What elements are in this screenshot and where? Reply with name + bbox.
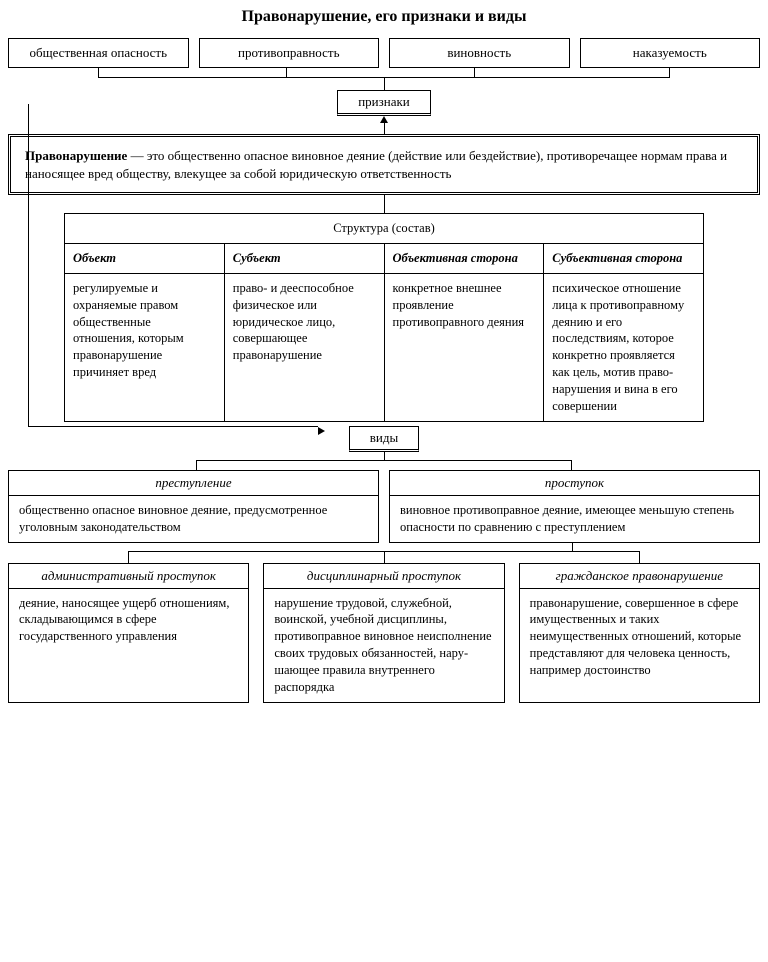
subtypes-row: административный проступок деяние, нанос… (8, 563, 760, 703)
subtype-0-title: административный проступок (9, 564, 248, 589)
subtype-1-text: нарушение трудовой, служеб­ной, воинской… (264, 589, 503, 702)
arrow-def-to-signs (8, 116, 760, 134)
misdemeanor-text: виновное противоправное деяние, имеющее … (390, 496, 759, 542)
conn-types-2 (8, 452, 760, 470)
conn-def-structure (8, 195, 760, 213)
types-row: преступление общественно опасное виновно… (8, 470, 760, 543)
structure-cell-2: конкретное внеш­нее проявление противопр… (384, 273, 544, 421)
sign-box-3: наказуемость (580, 38, 761, 68)
structure-col-1: Субъект (224, 243, 384, 273)
sign-box-1: противоправность (199, 38, 380, 68)
page-title: Правонарушение, его признаки и виды (8, 8, 760, 26)
misdemeanor-box: проступок виновное противоправное деяние… (389, 470, 760, 543)
subtype-1-title: дисциплинарный проступок (264, 564, 503, 589)
signs-label-box: признаки (337, 90, 431, 116)
crime-text: общественно опасное виновное деяние, пре… (9, 496, 378, 542)
subtype-2-title: гражданское правонарушение (520, 564, 759, 589)
misdemeanor-title: проступок (390, 471, 759, 496)
definition-text: — это общественно опасное виновное деяни… (25, 148, 727, 181)
crime-box: преступление общественно опасное виновно… (8, 470, 379, 543)
structure-cell-0: регулируемые и охраняемые правом обществ… (65, 273, 225, 421)
structure-table: Структура (состав) Объект Субъект Объект… (64, 213, 704, 422)
structure-cell-3: психическое отношение лица к противоправ… (544, 273, 704, 421)
conn-misdemeanor-3 (8, 543, 760, 563)
signs-connector (8, 68, 760, 90)
sign-box-0: общественная опасность (8, 38, 189, 68)
structure-col-3: Субъективная сторона (544, 243, 704, 273)
structure-title: Структура (состав) (65, 214, 704, 244)
subtype-0-text: деяние, наносящее ущерб от­ношениям, скл… (9, 589, 248, 652)
structure-col-2: Объективная сторона (384, 243, 544, 273)
definition-box: Правонарушение — это общественно опасное… (8, 134, 760, 195)
signs-row: общественная опасность противоправность … (8, 38, 760, 68)
crime-title: преступление (9, 471, 378, 496)
sign-box-2: виновность (389, 38, 570, 68)
subtype-2-text: правонарушение, совершен­ное в сфере иму… (520, 589, 759, 685)
conn-def-types (8, 422, 760, 444)
subtype-0: административный проступок деяние, нанос… (8, 563, 249, 703)
definition-term: Правонарушение (25, 148, 127, 163)
structure-col-0: Объект (65, 243, 225, 273)
subtype-2: гражданское правонарушение правонарушени… (519, 563, 760, 703)
subtype-1: дисциплинарный проступок нарушение трудо… (263, 563, 504, 703)
structure-cell-1: право- и дееспо­собное физическое или юр… (224, 273, 384, 421)
